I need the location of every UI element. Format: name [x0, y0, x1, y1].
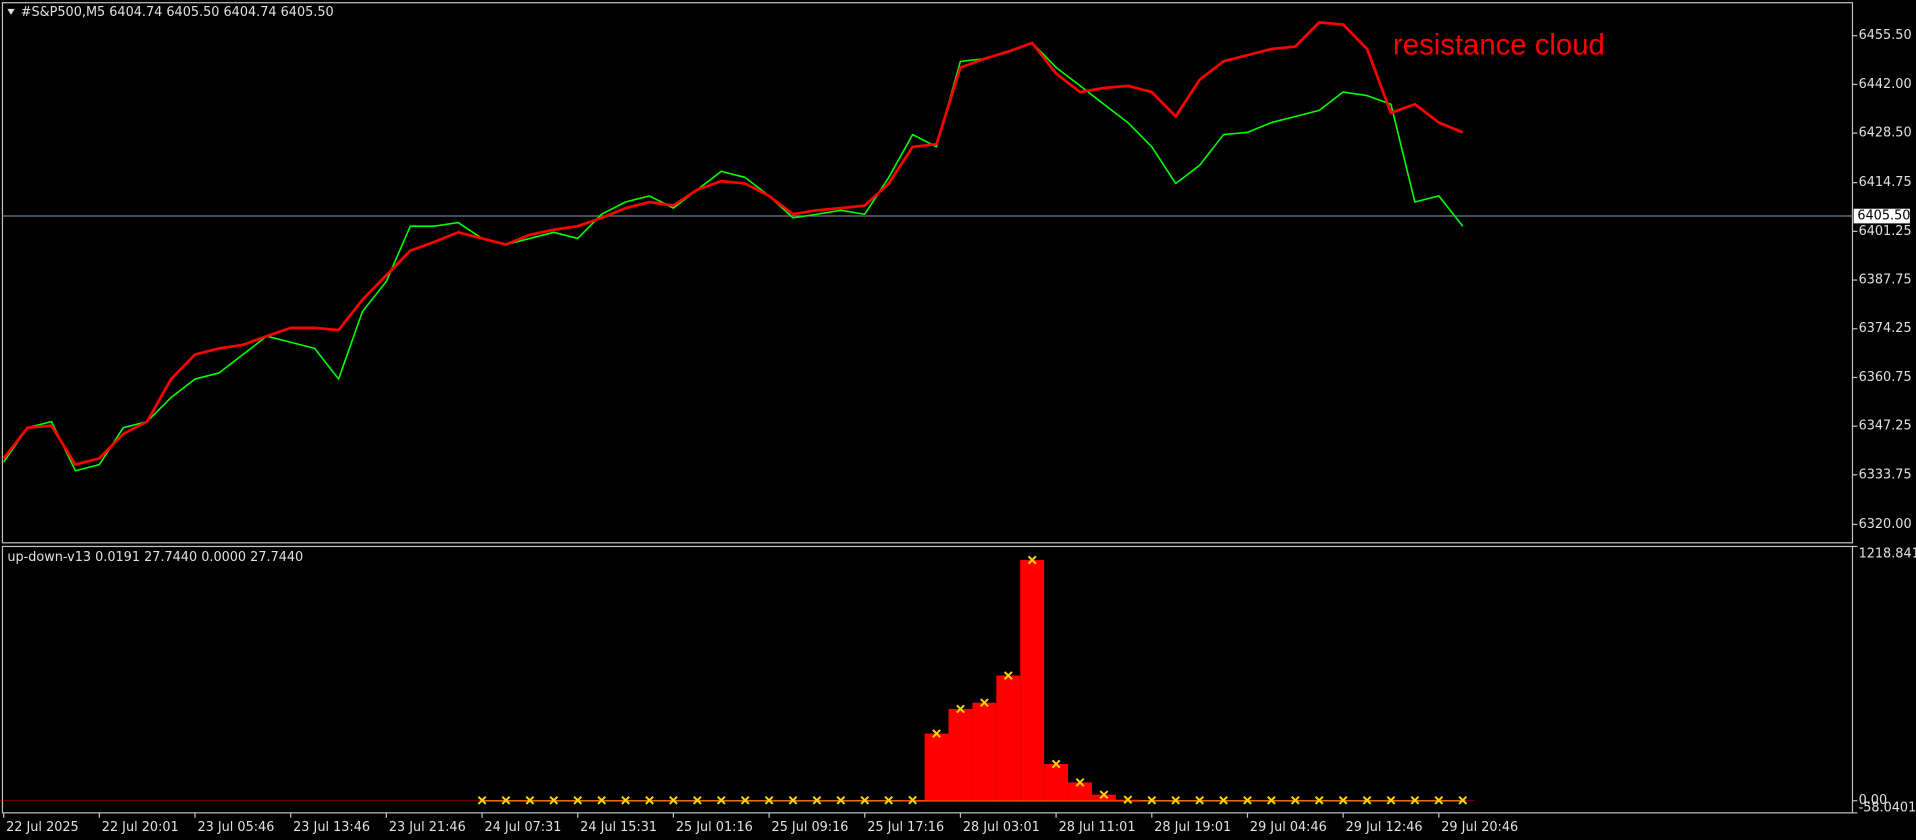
y-tick-label: 6428.50 [1859, 126, 1912, 141]
y-tick-label: 6387.75 [1859, 273, 1912, 288]
x-tick-label: 24 Jul 07:31 [484, 820, 561, 835]
y-tick-label: 6320.00 [1859, 517, 1912, 532]
x-tick-label: 29 Jul 04:46 [1250, 820, 1327, 835]
x-tick-label: 25 Jul 01:16 [676, 820, 753, 835]
cross-marker [1051, 759, 1061, 769]
cross-marker [764, 795, 774, 805]
x-tick-label: 28 Jul 03:01 [963, 820, 1040, 835]
y-tick-label: 6347.25 [1859, 419, 1912, 434]
x-tick-label: 28 Jul 19:01 [1154, 820, 1231, 835]
x-tick-label: 24 Jul 15:31 [580, 820, 657, 835]
x-tick-label: 22 Jul 2025 [6, 820, 79, 835]
cross-marker [1458, 795, 1468, 805]
histogram-bar [1068, 782, 1093, 801]
cross-marker [1338, 795, 1348, 805]
cross-marker [1362, 795, 1372, 805]
cross-marker [1171, 795, 1181, 805]
cross-marker [549, 795, 559, 805]
annotation: resistance cloud [1393, 28, 1605, 61]
price-line [2, 21, 1464, 466]
indicator-panel [1, 545, 1854, 814]
cross-marker [1314, 795, 1324, 805]
x-tick-label: 25 Jul 17:16 [867, 820, 944, 835]
cross-marker [477, 795, 487, 805]
cross-marker [1243, 795, 1252, 805]
histogram-bar [996, 675, 1021, 801]
cross-marker [573, 795, 583, 805]
cross-marker [1099, 790, 1109, 800]
y-tick-label: 1218.8412 [1859, 546, 1916, 561]
cross-marker [525, 795, 535, 805]
menu-arrow[interactable] [7, 8, 15, 15]
x-tick-label: 23 Jul 05:46 [197, 820, 274, 835]
histogram-bar [948, 708, 973, 801]
y-tick-label: 6414.75 [1859, 175, 1912, 190]
cross-marker [669, 795, 678, 805]
histogram-bar [972, 702, 997, 801]
cross-marker [1123, 795, 1133, 805]
price-panel [1, 2, 1854, 544]
cross-marker [597, 795, 607, 805]
cross-marker [908, 795, 917, 805]
bid-box [1853, 208, 1910, 224]
cross-marker [956, 704, 965, 714]
cross-marker [645, 795, 654, 805]
y-tick-label: 6333.75 [1859, 467, 1912, 482]
cross-marker [788, 795, 798, 805]
cross-marker [1003, 671, 1013, 680]
x-tick-label: 23 Jul 21:46 [389, 820, 466, 835]
cross-marker [932, 729, 941, 738]
cross-marker [1410, 795, 1420, 805]
cross-marker [716, 795, 726, 805]
price-header: #S&P500,M5 6404.74 6405.50 6404.74 6405.… [21, 5, 334, 20]
cross-marker [692, 795, 702, 805]
price-line [3, 42, 1464, 472]
cross-marker [1075, 778, 1085, 787]
cross-marker [1195, 795, 1204, 805]
cross-marker [1267, 795, 1276, 805]
histogram-bar [1020, 559, 1045, 801]
x-tick-label: 29 Jul 12:46 [1346, 820, 1423, 835]
cross-marker [1147, 795, 1157, 805]
histogram-bar [1044, 764, 1069, 801]
y-tick-label: 6442.00 [1859, 77, 1912, 92]
y-tick-label: 6401.25 [1859, 224, 1912, 239]
y-tick-label: 6374.25 [1859, 321, 1912, 336]
cross-marker [740, 795, 750, 805]
x-tick-label: 25 Jul 09:16 [772, 820, 849, 835]
x-tick-label: 28 Jul 11:01 [1059, 820, 1136, 835]
cross-marker [1386, 795, 1396, 805]
indicator-header: up-down-v13 0.0191 27.7440 0.0000 27.744… [7, 550, 303, 565]
cross-marker [1219, 795, 1228, 805]
x-tick-label: 29 Jul 20:46 [1441, 820, 1518, 835]
y-tick-label: 6455.50 [1859, 28, 1912, 43]
bid-label: 6405.50 [1857, 209, 1910, 224]
histogram-bar [1092, 794, 1116, 801]
x-tick-label: 23 Jul 13:46 [293, 820, 370, 835]
cross-marker [812, 795, 822, 805]
cross-marker [860, 795, 870, 805]
histogram-bar [924, 733, 949, 801]
cross-marker [980, 698, 989, 708]
cross-marker [836, 795, 846, 805]
cross-marker [501, 795, 511, 805]
cross-marker [1290, 795, 1300, 805]
cross-marker [621, 795, 630, 805]
y-tick-label: 0.00 [1859, 793, 1888, 808]
cross-marker [1027, 555, 1037, 565]
cross-marker [884, 795, 894, 805]
y-tick-label: -58.0401 [1859, 800, 1916, 815]
y-tick-label: 6360.75 [1859, 370, 1912, 385]
cross-marker [1434, 795, 1444, 805]
x-tick-label: 22 Jul 20:01 [102, 820, 179, 835]
